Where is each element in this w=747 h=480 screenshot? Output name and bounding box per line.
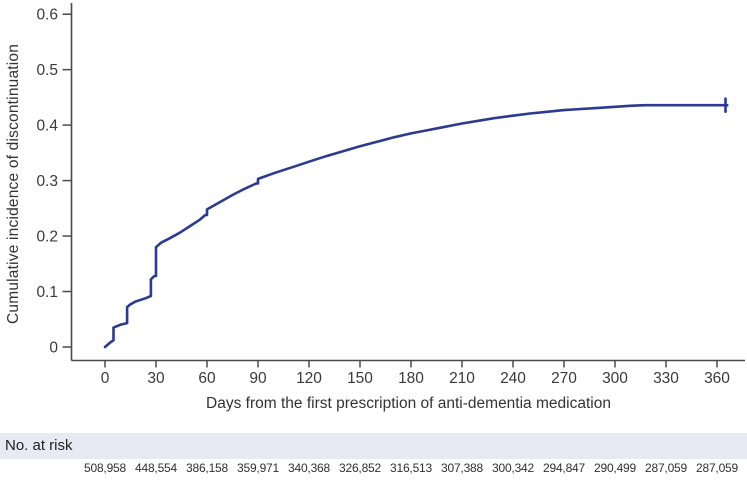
y-tick-label: 0.4 xyxy=(36,118,58,135)
x-tick-label: 240 xyxy=(500,370,526,387)
x-axis-label: Days from the first prescription of anti… xyxy=(206,395,611,412)
x-tick-label: 120 xyxy=(296,370,322,387)
risk-count: 326,852 xyxy=(339,461,381,475)
incidence-curve xyxy=(103,103,729,349)
x-tick-label: 270 xyxy=(551,370,577,387)
x-tick-label: 360 xyxy=(704,370,730,387)
risk-count: 307,388 xyxy=(441,461,483,475)
risk-table-header: No. at risk xyxy=(0,433,747,459)
x-tick-label: 210 xyxy=(449,370,475,387)
x-tick-label: 60 xyxy=(198,370,216,387)
x-tick-label: 30 xyxy=(147,370,165,387)
risk-table-label: No. at risk xyxy=(5,437,73,454)
risk-count: 287,059 xyxy=(696,461,738,475)
risk-count: 287,059 xyxy=(645,461,687,475)
x-tick-label: 300 xyxy=(602,370,628,387)
y-tick-label: 0.2 xyxy=(36,229,58,246)
risk-count: 386,158 xyxy=(186,461,228,475)
x-tick-label: 330 xyxy=(653,370,679,387)
axis-lines xyxy=(70,3,745,362)
y-tick-label: 0.1 xyxy=(36,284,58,301)
y-tick-label: 0.3 xyxy=(36,173,58,190)
x-tick-label: 90 xyxy=(249,370,267,387)
x-tick-label: 150 xyxy=(347,370,373,387)
risk-count: 294,847 xyxy=(543,461,585,475)
y-tick-label: 0.5 xyxy=(36,62,58,79)
y-tick-label: 0 xyxy=(49,340,58,357)
risk-count: 290,499 xyxy=(594,461,636,475)
y-axis-label: Cumulative incidence of discontinuation xyxy=(5,43,22,325)
risk-count: 340,368 xyxy=(288,461,330,475)
risk-count: 300,342 xyxy=(492,461,534,475)
plot-area: 0 0.1 0.2 0.3 0.4 0.5 0.6 0 30 60 90 120 150 180 210 24… xyxy=(36,3,745,387)
risk-count: 508,958 xyxy=(84,461,126,475)
risk-count: 359,971 xyxy=(237,461,279,475)
x-tick-label: 180 xyxy=(398,370,424,387)
x-tick-label: 0 xyxy=(101,370,110,387)
risk-table-counts: 508,958 448,554 386,158 359,971 340,368 326,8… xyxy=(0,461,747,477)
y-tick-label: 0.6 xyxy=(36,7,58,24)
risk-count: 316,513 xyxy=(390,461,432,475)
risk-count: 448,554 xyxy=(135,461,177,475)
